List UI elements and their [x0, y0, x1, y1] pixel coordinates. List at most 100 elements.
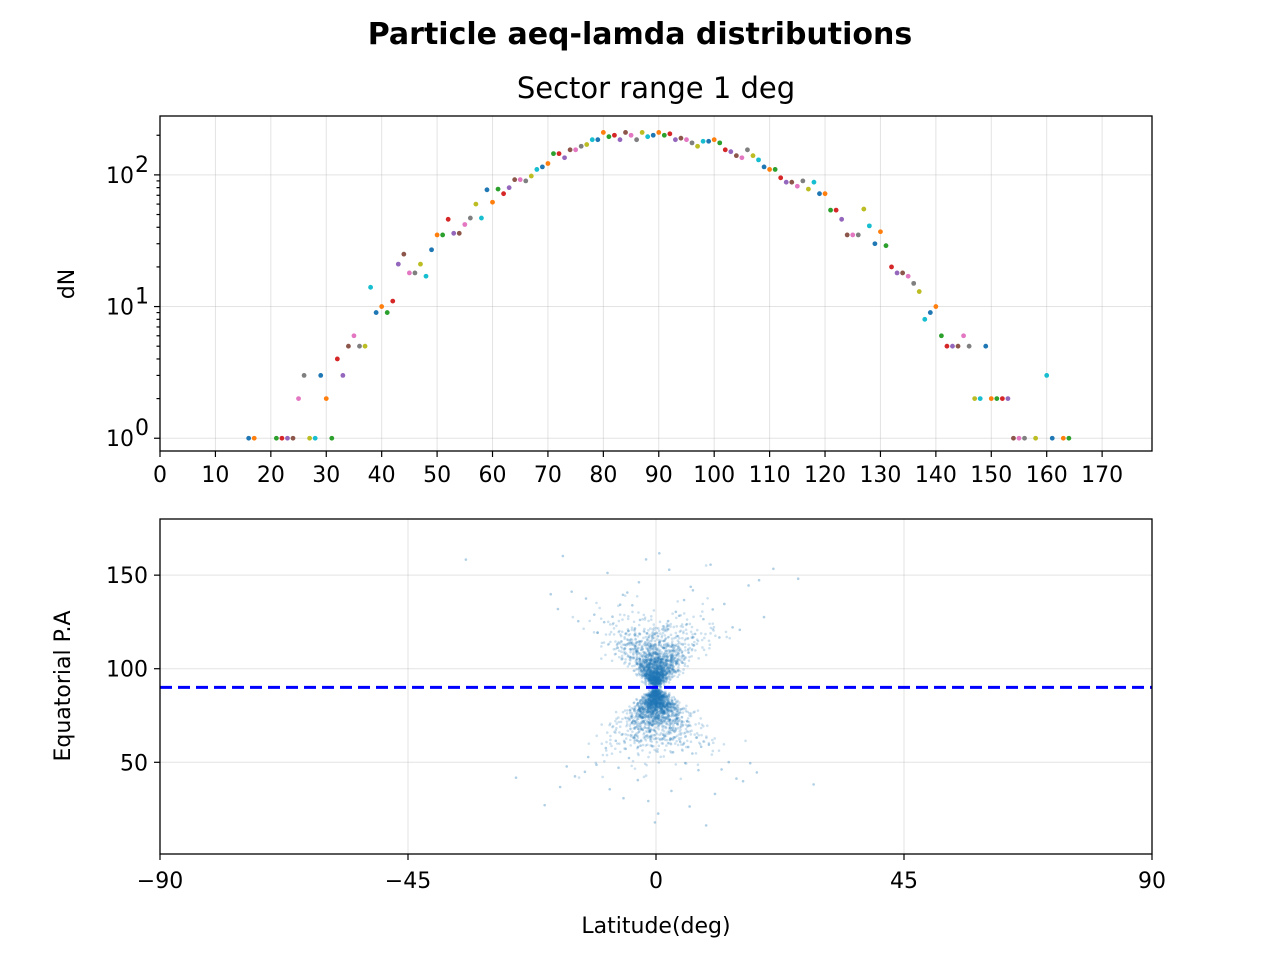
bottom-data-point — [667, 624, 670, 627]
bottom-data-point — [669, 633, 673, 637]
bottom-data-point — [675, 653, 679, 657]
bottom-data-point — [671, 640, 674, 643]
bottom-data-point — [657, 693, 661, 697]
bottom-data-point — [662, 695, 666, 699]
bottom-data-point — [623, 637, 626, 641]
bottom-data-point — [629, 642, 633, 645]
bottom-data-point — [658, 738, 662, 742]
bottom-data-point — [674, 716, 678, 719]
bottom-data-point — [652, 702, 656, 706]
bottom-data-point — [656, 682, 660, 685]
bottom-data-point — [641, 701, 645, 705]
top-data-point — [833, 207, 839, 213]
bottom-data-point — [656, 688, 660, 692]
bottom-data-point — [628, 718, 631, 722]
bottom-data-point — [680, 707, 683, 711]
bottom-data-point — [649, 671, 653, 674]
bottom-data-point — [651, 710, 655, 713]
bottom-data-point — [658, 704, 662, 707]
bottom-data-point — [603, 760, 606, 763]
bottom-data-point — [655, 697, 658, 701]
bottom-data-point — [667, 669, 671, 673]
bottom-data-point — [646, 703, 650, 706]
bottom-data-point — [583, 770, 587, 774]
bottom-data-point — [659, 685, 662, 689]
bottom-data-point — [657, 723, 661, 727]
bottom-data-point — [647, 730, 651, 734]
bottom-data-point — [644, 671, 648, 674]
bottom-data-point — [661, 724, 665, 728]
bottom-data-point — [636, 662, 640, 666]
top-x-tick-label: 70 — [534, 463, 562, 488]
bottom-data-point — [642, 667, 646, 670]
bottom-data-point — [642, 663, 646, 667]
bottom-data-point — [653, 677, 657, 681]
bottom-data-point — [696, 639, 700, 643]
bottom-data-point — [638, 704, 641, 708]
top-data-point — [922, 316, 928, 322]
bottom-data-point — [712, 629, 715, 632]
top-data-point — [822, 191, 828, 197]
bottom-data-point — [691, 643, 695, 647]
bottom-data-point — [653, 702, 657, 706]
bottom-data-point — [646, 799, 650, 803]
bottom-data-point — [676, 716, 680, 720]
bottom-data-point — [660, 667, 663, 671]
top-data-point — [623, 130, 628, 135]
bottom-data-point — [607, 642, 611, 646]
bottom-data-point — [673, 714, 677, 717]
bottom-data-point — [675, 625, 679, 628]
bottom-data-point — [655, 705, 658, 708]
bottom-data-point — [684, 734, 688, 738]
bottom-data-point — [633, 705, 637, 709]
bottom-data-point — [627, 756, 631, 760]
bottom-data-point — [648, 671, 651, 674]
bottom-data-point — [642, 629, 646, 633]
bottom-data-point — [651, 651, 654, 654]
bottom-data-point — [595, 601, 598, 605]
bottom-data-point — [661, 702, 665, 706]
bottom-data-point — [648, 678, 652, 682]
bottom-data-point — [672, 665, 676, 669]
bottom-data-point — [659, 715, 663, 718]
bottom-data-point — [659, 643, 663, 646]
bottom-data-point — [650, 658, 654, 661]
bottom-data-point — [689, 733, 693, 736]
bottom-data-point — [654, 698, 658, 702]
bottom-data-point — [669, 706, 672, 709]
bottom-data-point — [651, 676, 655, 679]
bottom-data-point — [659, 717, 663, 721]
bottom-data-point — [631, 647, 635, 651]
bottom-data-point — [659, 688, 662, 692]
bottom-data-point — [674, 616, 678, 620]
bottom-data-point — [652, 694, 656, 698]
bottom-data-point — [649, 679, 653, 682]
bottom-data-point — [658, 696, 662, 699]
bottom-data-point — [659, 639, 663, 642]
bottom-data-point — [657, 714, 660, 718]
bottom-data-point — [660, 664, 663, 668]
bottom-data-point — [634, 672, 638, 676]
bottom-data-point — [654, 677, 658, 681]
bottom-data-point — [668, 677, 672, 681]
bottom-data-point — [670, 713, 674, 716]
bottom-data-point — [649, 639, 652, 643]
bottom-data-point — [662, 643, 666, 647]
bottom-data-point — [667, 670, 670, 674]
bottom-data-point — [624, 717, 628, 720]
bottom-data-point — [658, 673, 661, 677]
bottom-data-point — [645, 658, 648, 662]
bottom-y-axis-label: Equatorial P.A — [51, 610, 76, 761]
bottom-data-point — [626, 617, 630, 621]
bottom-data-point — [681, 650, 684, 653]
bottom-data-point — [665, 661, 668, 664]
bottom-data-point — [653, 694, 656, 698]
bottom-data-point — [655, 638, 659, 641]
bottom-data-point — [670, 642, 674, 645]
bottom-data-point — [615, 726, 618, 730]
bottom-data-point — [691, 633, 694, 636]
bottom-data-point — [671, 655, 674, 658]
bottom-data-point — [660, 661, 663, 664]
bottom-data-point — [662, 734, 666, 738]
bottom-data-point — [693, 632, 697, 636]
